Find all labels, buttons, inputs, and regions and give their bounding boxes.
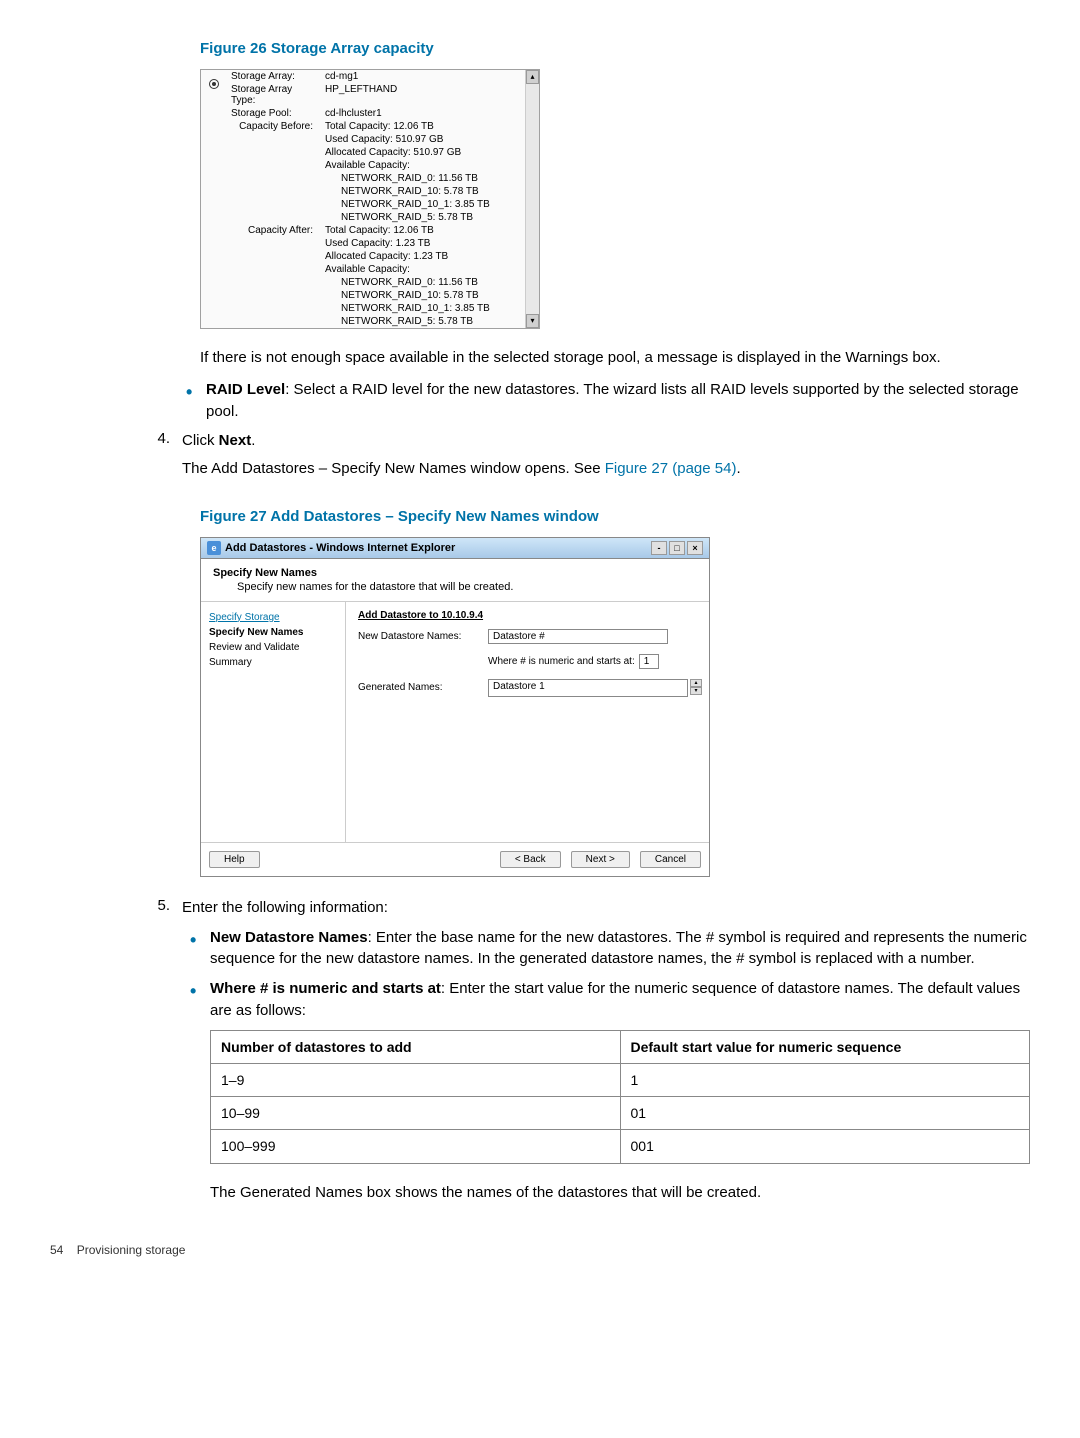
sidebar-step-specify-storage[interactable]: Specify Storage (209, 610, 337, 625)
table-header-2: Default start value for numeric sequence (620, 1030, 1030, 1063)
wizard-header: Specify New Names Specify new names for … (201, 559, 709, 602)
value-after-raid10: NETWORK_RAID_10: 5.78 TB (321, 289, 539, 302)
cell-r3c1: 100–999 (211, 1130, 621, 1163)
warning-paragraph: If there is not enough space available i… (200, 347, 1030, 369)
where-label: Where # is numeric and starts at: (488, 656, 635, 667)
raid-level-text: : Select a RAID level for the new datast… (206, 381, 1019, 420)
wizard-footer: Help < Back Next > Cancel (201, 842, 709, 876)
label-type: Storage Array Type: (201, 83, 321, 107)
window-title: Add Datastores - Windows Internet Explor… (225, 542, 455, 554)
new-names-input[interactable]: Datastore # (488, 629, 668, 644)
b1-bold: New Datastore Names (210, 929, 368, 946)
step4-next-bold: Next (219, 432, 252, 449)
value-type: HP_LEFTHAND (321, 83, 539, 107)
cancel-button[interactable]: Cancel (640, 851, 701, 868)
table-header-1: Number of datastores to add (211, 1030, 621, 1063)
scroll-down-icon[interactable]: ▾ (526, 314, 539, 328)
where-input[interactable]: 1 (639, 654, 659, 669)
page-footer: 54 Provisioning storage (50, 1243, 1030, 1257)
step5-number: 5. (150, 897, 182, 1214)
radio-selected[interactable] (209, 76, 219, 92)
label-after: Capacity After: (201, 224, 321, 237)
cell-r3c2: 001 (620, 1130, 1030, 1163)
value-after-raid5: NETWORK_RAID_5: 5.78 TB (321, 315, 539, 328)
raid-level-bullet: RAID Level: Select a RAID level for the … (178, 379, 1030, 423)
scroll-up-icon[interactable]: ▴ (526, 70, 539, 84)
value-after-raid101: NETWORK_RAID_10_1: 3.85 TB (321, 302, 539, 315)
final-paragraph: The Generated Names box shows the names … (210, 1182, 1030, 1204)
spinner-up-icon[interactable]: ▴ (690, 679, 702, 687)
label-pool: Storage Pool: (201, 107, 321, 120)
step5-intro: Enter the following information: (182, 899, 388, 916)
value-array: cd-mg1 (321, 70, 539, 83)
figure26-panel: Storage Array:cd-mg1 Storage Array Type:… (200, 69, 540, 329)
generated-label: Generated Names: (358, 682, 488, 693)
title-bar: e Add Datastores - Windows Internet Expl… (201, 538, 709, 559)
new-names-label: New Datastore Names: (358, 631, 488, 642)
help-button[interactable]: Help (209, 851, 260, 868)
wizard-sidebar: Specify Storage Specify New Names Review… (201, 602, 346, 842)
label-before: Capacity Before: (201, 120, 321, 133)
value-after-used: Used Capacity: 1.23 TB (321, 237, 539, 250)
value-after-avail: Available Capacity: (321, 263, 539, 276)
raid-level-label: RAID Level (206, 381, 285, 398)
cell-r2c2: 01 (620, 1097, 1030, 1130)
value-before-raid10: NETWORK_RAID_10: 5.78 TB (321, 185, 539, 198)
next-button[interactable]: Next > (571, 851, 630, 868)
figure27-title: Figure 27 Add Datastores – Specify New N… (200, 508, 1030, 525)
value-before-used: Used Capacity: 510.97 GB (321, 133, 539, 146)
value-after-total: Total Capacity: 12.06 TB (321, 224, 539, 237)
generated-names-output: Datastore 1 (488, 679, 688, 697)
sidebar-step-specify-names: Specify New Names (209, 625, 337, 640)
value-before-alloc: Allocated Capacity: 510.97 GB (321, 146, 539, 159)
table-row: 10–99 01 (211, 1097, 1030, 1130)
bullet-where-numeric: Where # is numeric and starts at: Enter … (182, 978, 1030, 1022)
minimize-button[interactable]: - (651, 541, 667, 555)
spinner-down-icon[interactable]: ▾ (690, 687, 702, 695)
page-number: 54 (50, 1243, 63, 1257)
ie-icon: e (207, 541, 221, 555)
default-values-table: Number of datastores to add Default star… (210, 1030, 1030, 1164)
value-before-raid0: NETWORK_RAID_0: 11.56 TB (321, 172, 539, 185)
back-button[interactable]: < Back (500, 851, 561, 868)
wizard-main: Add Datastore to 10.10.9.4 New Datastore… (346, 602, 709, 842)
value-before-raid5: NETWORK_RAID_5: 5.78 TB (321, 211, 539, 224)
bullet-new-datastore-names: New Datastore Names: Enter the base name… (182, 927, 1030, 971)
step4-para-text: The Add Datastores – Specify New Names w… (182, 460, 605, 477)
value-before-raid101: NETWORK_RAID_10_1: 3.85 TB (321, 198, 539, 211)
step4-para-dot: . (736, 460, 740, 477)
figure27-link[interactable]: Figure 27 (page 54) (605, 460, 737, 477)
wizard-main-title: Add Datastore to 10.10.9.4 (358, 610, 697, 621)
wizard-header-title: Specify New Names (213, 567, 697, 579)
step4-dot: . (251, 432, 255, 449)
table-row: 1–9 1 (211, 1063, 1030, 1096)
value-before-total: Total Capacity: 12.06 TB (321, 120, 539, 133)
value-after-alloc: Allocated Capacity: 1.23 TB (321, 250, 539, 263)
scrollbar[interactable]: ▴ ▾ (525, 70, 539, 328)
table-row: 100–999 001 (211, 1130, 1030, 1163)
figure26-title: Figure 26 Storage Array capacity (200, 40, 1030, 57)
value-before-avail: Available Capacity: (321, 159, 539, 172)
cell-r1c1: 1–9 (211, 1063, 621, 1096)
value-after-raid0: NETWORK_RAID_0: 11.56 TB (321, 276, 539, 289)
step4-number: 4. (150, 430, 182, 490)
storage-array-table: Storage Array:cd-mg1 Storage Array Type:… (201, 70, 539, 328)
b2-bold: Where # is numeric and starts at (210, 980, 441, 997)
sidebar-step-review: Review and Validate (209, 640, 337, 655)
maximize-button[interactable]: □ (669, 541, 685, 555)
value-pool: cd-lhcluster1 (321, 107, 539, 120)
figure27-window: e Add Datastores - Windows Internet Expl… (200, 537, 710, 877)
sidebar-step-summary: Summary (209, 655, 337, 670)
footer-section: Provisioning storage (77, 1243, 186, 1257)
step4-click: Click (182, 432, 219, 449)
wizard-header-subtitle: Specify new names for the datastore that… (213, 581, 697, 593)
cell-r1c2: 1 (620, 1063, 1030, 1096)
cell-r2c1: 10–99 (211, 1097, 621, 1130)
label-array: Storage Array: (201, 70, 321, 83)
close-button[interactable]: × (687, 541, 703, 555)
